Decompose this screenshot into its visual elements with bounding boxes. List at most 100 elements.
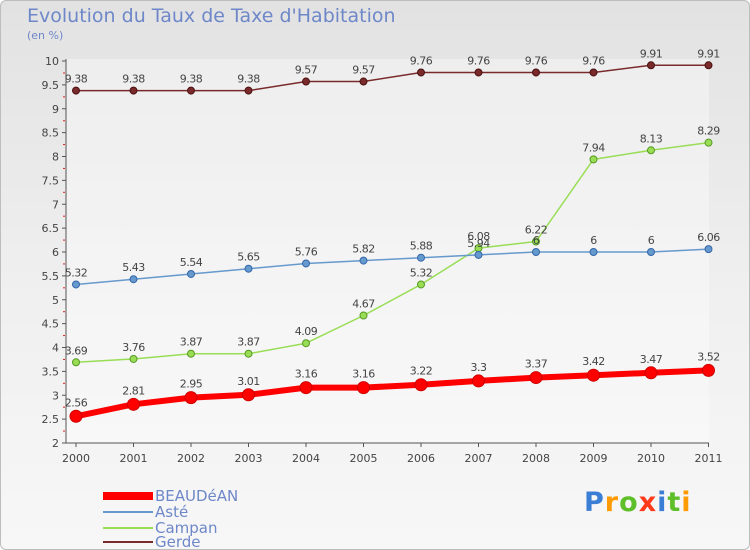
x-tick-label: 2008	[522, 452, 550, 465]
data-point	[242, 388, 255, 402]
series-line	[75, 248, 709, 286]
legend-swatch-campan	[103, 526, 153, 529]
data-point	[644, 366, 658, 380]
data-label: 3.3	[471, 361, 487, 374]
series-1	[72, 245, 713, 289]
data-label: 5.43	[122, 261, 145, 274]
data-label: 5.88	[410, 240, 433, 253]
data-label: 6.06	[697, 231, 720, 244]
data-label: 3.52	[697, 350, 720, 363]
series-0	[69, 363, 715, 423]
logo-letter: t	[667, 487, 682, 518]
data-label: 8.29	[697, 125, 720, 138]
data-point	[187, 269, 195, 278]
data-label: 3.01	[237, 375, 260, 388]
data-label: 3.47	[640, 353, 663, 366]
data-point	[704, 61, 713, 70]
data-point	[589, 68, 598, 77]
x-tick-label: 2003	[235, 452, 263, 465]
y-tick-label: 5.5	[42, 270, 60, 283]
data-point	[589, 155, 598, 164]
data-point	[529, 371, 543, 385]
data-point	[302, 77, 310, 86]
y-tick-label: 9.5	[42, 79, 60, 92]
data-label: 9.76	[525, 54, 548, 67]
data-point	[129, 86, 138, 95]
data-label: 9.91	[640, 47, 663, 60]
data-point	[587, 368, 600, 382]
data-label: 9.57	[295, 64, 318, 77]
y-tick-label: 8	[52, 151, 59, 164]
data-point	[417, 253, 425, 262]
data-point	[129, 354, 138, 363]
legend-label-aste: Asté	[155, 502, 189, 521]
data-point	[244, 349, 253, 358]
data-label: 4.67	[352, 298, 375, 311]
x-tick-label: 2004	[292, 452, 320, 465]
data-label: 7.94	[582, 141, 605, 154]
data-point	[474, 68, 483, 77]
data-label: 9.76	[410, 54, 433, 67]
x-tick-label: 2002	[177, 452, 205, 465]
data-point	[532, 68, 540, 77]
chart-subtitle: (en %)	[27, 29, 64, 42]
logo-letter: o	[619, 487, 639, 518]
y-tick-label: 3.5	[42, 365, 60, 378]
data-label: 5.32	[65, 266, 88, 279]
data-point	[472, 374, 485, 388]
data-label: 2.95	[180, 378, 203, 391]
x-tick-label: 2007	[465, 452, 493, 465]
y-tick-label: 2.5	[42, 413, 60, 426]
data-label: 5.76	[295, 245, 318, 258]
legend-swatch-aste	[103, 510, 153, 513]
data-label: 5.65	[237, 251, 260, 264]
data-label: 5.54	[180, 256, 203, 269]
series-2	[72, 138, 713, 367]
logo-letter: P	[584, 487, 605, 518]
logo-letter: x	[638, 487, 658, 518]
data-label: 3.87	[237, 336, 260, 349]
data-point	[187, 349, 195, 358]
data-point	[414, 378, 428, 392]
data-label: 3.42	[582, 355, 605, 368]
data-point	[532, 237, 540, 246]
data-label: 4.09	[295, 325, 318, 338]
data-label: 3.76	[122, 341, 145, 354]
data-label: 5.82	[352, 243, 375, 256]
series-3	[72, 61, 713, 95]
x-tick-label: 2010	[637, 452, 665, 465]
proxiti-logo: Proxiti	[584, 487, 692, 518]
data-label: 6	[590, 234, 597, 247]
data-point	[359, 256, 368, 265]
data-point	[72, 86, 80, 95]
chart-title: Evolution du Taux de Taxe d'Habitation	[27, 5, 396, 27]
legend-item-beaudean: BEAUDéAN	[103, 487, 238, 505]
data-label: 2.81	[122, 384, 145, 397]
legend-item-aste: Asté	[103, 502, 189, 521]
data-label: 6	[533, 234, 540, 247]
data-label: 3.22	[410, 365, 433, 378]
x-tick-label: 2005	[350, 452, 378, 465]
data-label: 9.38	[65, 73, 88, 86]
data-point	[244, 86, 253, 95]
data-point	[647, 146, 655, 155]
y-tick-label: 3	[52, 389, 59, 402]
data-label: 3.87	[180, 336, 203, 349]
data-point	[702, 363, 715, 377]
series-line	[76, 64, 709, 92]
data-point	[302, 339, 310, 348]
series-line	[75, 367, 709, 420]
legend-item-gerde: Gerde	[103, 533, 201, 549]
data-label: 9.91	[697, 47, 720, 60]
data-label: 2.56	[65, 396, 88, 409]
y-tick-label: 2	[52, 437, 59, 450]
x-tick-label: 2011	[695, 452, 723, 465]
data-point	[72, 280, 80, 289]
y-tick-label: 10	[45, 55, 59, 68]
legend-swatch-beaudean	[103, 491, 153, 500]
plot-area	[66, 59, 709, 443]
legend-swatch-gerde	[103, 540, 153, 543]
data-point	[532, 248, 540, 256]
x-tick-label: 2006	[407, 452, 435, 465]
